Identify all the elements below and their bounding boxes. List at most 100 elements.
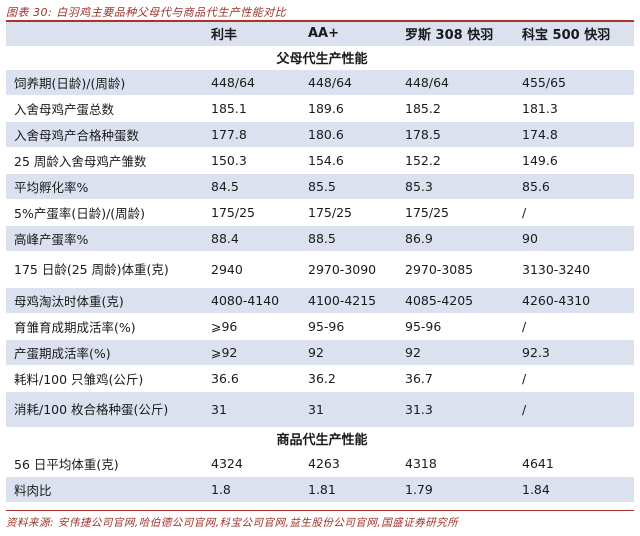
source-note: 资料来源: 安伟捷公司官网,哈伯德公司官网,科宝公司官网,益生股份公司官网,国盛… — [6, 517, 459, 529]
value-cell: 2970-3090 — [300, 251, 397, 288]
value-cell: 455/65 — [514, 69, 634, 96]
value-cell: 178.5 — [397, 121, 514, 148]
table-body-commercial: 商品代生产性能 56 日平均体重(克) 4324 4263 4318 4641 料肉比 1.… — [6, 427, 634, 503]
value-cell: 1.84 — [514, 476, 634, 503]
table-row: 产蛋期成活率(%) ⩾92 92 92 92.3 — [6, 339, 634, 366]
value-cell: 149.6 — [514, 147, 634, 174]
header-cell: 利丰 — [203, 22, 300, 47]
value-cell: 175/25 — [203, 199, 300, 226]
table-row: 消耗/100 枚合格种蛋(公斤) 31 31 31.3/ — [6, 391, 634, 428]
value-cell: 4080-4140 — [203, 287, 300, 314]
table-row: 高峰产蛋率% 88.4 88.5 86.9 90 — [6, 225, 634, 252]
value-cell: 175/25 — [300, 199, 397, 226]
value-cell: 92.3 — [514, 339, 634, 366]
row-label: 5%产蛋率(日龄)/(周龄) — [6, 199, 203, 226]
value-cell: 4263 — [300, 450, 397, 477]
value-cell: 84.5 — [203, 173, 300, 200]
row-label: 饲养期(日龄)/(周龄) — [6, 69, 203, 96]
table-body: 父母代生产性能 饲养期(日龄)/(周龄) 448/64 448/64 448/64 45… — [6, 46, 634, 428]
table-row: 入舍母鸡产合格种蛋数 177.8 180.6 178.5 174.8 — [6, 121, 634, 148]
value-cell: 88.4 — [203, 225, 300, 252]
value-cell: 4318 — [397, 450, 514, 477]
table-row: 25 周龄入舍母鸡产雏数 150.3 154.6 152.2 149.6 — [6, 147, 634, 174]
header-row: 利丰 AA+ 罗斯 308 快羽 科宝 500 快羽 — [6, 22, 634, 47]
row-label: 175 日龄(25 周龄)体重(克) — [6, 251, 203, 288]
header-cell: 科宝 500 快羽 — [514, 22, 634, 47]
top-rule — [6, 20, 634, 22]
value-cell: 31 — [203, 391, 300, 428]
value-cell: 4100-4215 — [300, 287, 397, 314]
row-label: 56 日平均体重(克) — [6, 450, 203, 477]
header-cell: AA+ — [300, 22, 397, 47]
value-cell: 3130-3240 — [514, 251, 634, 288]
value-cell: 174.8 — [514, 121, 634, 148]
section-title: 商品代生产性能 — [6, 427, 634, 451]
row-label: 高峰产蛋率% — [6, 225, 203, 252]
value-cell: 36.7 — [397, 365, 514, 392]
table-row: 175 日龄(25 周龄)体重(克) 2940 2970-3090 2970-3085… — [6, 251, 634, 288]
value-cell: 154.6 — [300, 147, 397, 174]
value-cell: 448/64 — [203, 69, 300, 96]
row-label: 育雏育成期成活率(%) — [6, 313, 203, 340]
table-row: 5%产蛋率(日龄)/(周龄) 175/25 175/25 175/25/ — [6, 199, 634, 226]
performance-table: 利丰 AA+ 罗斯 308 快羽 科宝 500 快羽 父母代生产性能 饲养期(日… — [6, 22, 634, 503]
value-cell: 31.3 — [397, 391, 514, 428]
table-caption: 图表 30: 白羽鸡主要品种父母代与商品代生产性能对比 — [6, 6, 287, 19]
value-cell: ⩾96 — [203, 313, 300, 340]
value-cell: 4085-4205 — [397, 287, 514, 314]
value-cell: 189.6 — [300, 95, 397, 122]
value-cell: 448/64 — [397, 69, 514, 96]
value-cell: 4641 — [514, 450, 634, 477]
value-cell: 1.79 — [397, 476, 514, 503]
value-cell: 86.9 — [397, 225, 514, 252]
value-cell: 95-96 — [300, 313, 397, 340]
value-cell: 36.2 — [300, 365, 397, 392]
table-row: 饲养期(日龄)/(周龄) 448/64 448/64 448/64 455/65 — [6, 69, 634, 96]
value-cell: / — [514, 199, 634, 226]
value-cell: 90 — [514, 225, 634, 252]
value-cell: / — [514, 365, 634, 392]
value-cell: ⩾92 — [203, 339, 300, 366]
row-label: 入舍母鸡产合格种蛋数 — [6, 121, 203, 148]
table-row: 料肉比 1.8 1.81 1.79 1.84 — [6, 476, 634, 503]
row-label: 料肉比 — [6, 476, 203, 503]
value-cell: 85.3 — [397, 173, 514, 200]
table-row: 母鸡淘汰时体重(克) 4080-4140 4100-4215 4085-4205 426… — [6, 287, 634, 314]
value-cell: 92 — [300, 339, 397, 366]
row-label: 母鸡淘汰时体重(克) — [6, 287, 203, 314]
row-label: 25 周龄入舍母鸡产雏数 — [6, 147, 203, 174]
section-row: 父母代生产性能 — [6, 46, 634, 70]
table-row: 平均孵化率% 84.5 85.5 85.3 85.6 — [6, 173, 634, 200]
value-cell: 2970-3085 — [397, 251, 514, 288]
value-cell: 1.81 — [300, 476, 397, 503]
value-cell: 85.6 — [514, 173, 634, 200]
section-title: 父母代生产性能 — [6, 46, 634, 70]
table-row: 56 日平均体重(克) 4324 4263 4318 4641 — [6, 450, 634, 477]
value-cell: 1.8 — [203, 476, 300, 503]
value-cell: 88.5 — [300, 225, 397, 252]
value-cell: 175/25 — [397, 199, 514, 226]
value-cell: / — [514, 313, 634, 340]
row-label: 耗料/100 只雏鸡(公斤) — [6, 365, 203, 392]
value-cell: 152.2 — [397, 147, 514, 174]
value-cell: 92 — [397, 339, 514, 366]
row-label: 入舍母鸡产蛋总数 — [6, 95, 203, 122]
row-label: 消耗/100 枚合格种蛋(公斤) — [6, 391, 203, 428]
value-cell: 4324 — [203, 450, 300, 477]
bottom-rule — [6, 510, 634, 511]
value-cell: 448/64 — [300, 69, 397, 96]
value-cell: 185.2 — [397, 95, 514, 122]
header-cell — [6, 22, 203, 47]
value-cell: 177.8 — [203, 121, 300, 148]
header-cell: 罗斯 308 快羽 — [397, 22, 514, 47]
value-cell: 2940 — [203, 251, 300, 288]
table-row: 耗料/100 只雏鸡(公斤) 36.6 36.2 36.7/ — [6, 365, 634, 392]
value-cell: 181.3 — [514, 95, 634, 122]
row-label: 产蛋期成活率(%) — [6, 339, 203, 366]
row-label: 平均孵化率% — [6, 173, 203, 200]
value-cell: 180.6 — [300, 121, 397, 148]
value-cell: 31 — [300, 391, 397, 428]
table-row: 育雏育成期成活率(%) ⩾96 95-96 95-96/ — [6, 313, 634, 340]
table-row: 入舍母鸡产蛋总数 185.1 189.6 185.2 181.3 — [6, 95, 634, 122]
